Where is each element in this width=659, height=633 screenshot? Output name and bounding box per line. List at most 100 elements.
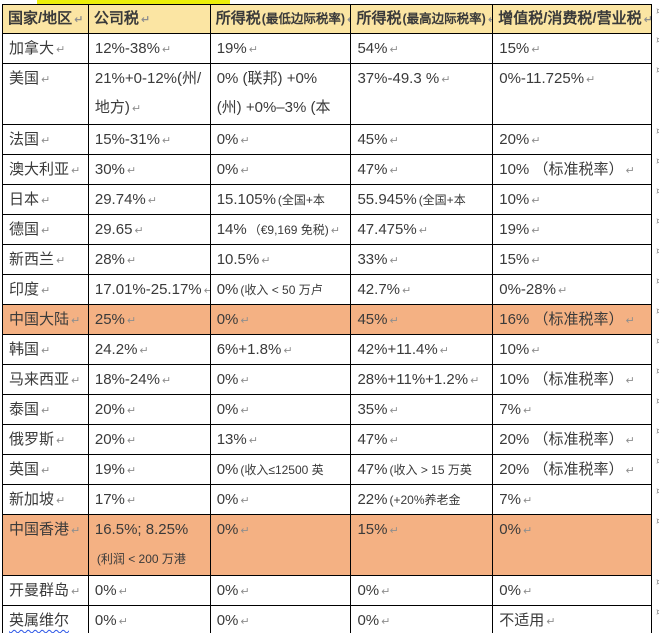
cell-value: 17% bbox=[94, 491, 125, 508]
cell-country[interactable]: 泰国 ↵ bbox=[3, 395, 89, 425]
cell-vat[interactable]: 0% ↵ bbox=[493, 515, 652, 576]
cell-vat[interactable]: 20% （标准税率） ↵ bbox=[493, 425, 652, 455]
cell-corporate-tax[interactable]: 29.65 ↵ bbox=[88, 215, 211, 245]
cell-income-tax-max[interactable]: 35% ↵ bbox=[351, 395, 494, 425]
end-of-cell-mark: ↵ bbox=[381, 585, 391, 598]
header-country[interactable]: 国家/地区 ↵ bbox=[3, 5, 89, 34]
header-income-tax-max[interactable]: 所得税(最高边际税率)↵ bbox=[351, 5, 494, 34]
cell-country[interactable]: 德国 ↵ bbox=[3, 215, 89, 245]
cell-vat[interactable]: 0%-28% ↵ bbox=[493, 275, 652, 305]
cell-income-tax-min[interactable]: 6%+1.8% ↵ bbox=[210, 335, 352, 365]
cell-value: 0% bbox=[216, 131, 239, 148]
cell-country[interactable]: 马来西亚 ↵ bbox=[3, 365, 89, 395]
header-vat[interactable]: 增值税/消费税/营业税 ↵ bbox=[493, 5, 652, 34]
cell-income-tax-min[interactable]: 15.105%(全国+本地)↵ bbox=[210, 185, 352, 215]
cell-corporate-tax[interactable]: 19% ↵ bbox=[88, 455, 211, 485]
cell-income-tax-min[interactable]: 0% ↵ bbox=[211, 606, 352, 633]
cell-income-tax-max[interactable]: 37%-49.3 % ↵ bbox=[351, 64, 494, 125]
cell-income-tax-max[interactable]: 15% ↵ bbox=[351, 515, 494, 576]
cell-country[interactable]: 法国 ↵ bbox=[3, 125, 89, 155]
cell-income-tax-max[interactable]: 28%+11%+1.2% ↵ bbox=[351, 365, 494, 395]
cell-income-tax-min[interactable]: 0% ↵ bbox=[210, 485, 352, 515]
cell-vat[interactable]: 20% （标准税率） ↵ bbox=[493, 455, 652, 485]
cell-corporate-tax[interactable]: 30% ↵ bbox=[88, 155, 211, 185]
cell-country[interactable]: 英属维尔京↵ bbox=[3, 606, 89, 633]
cell-income-tax-min[interactable]: 0%(收入≤12500 英镑)↵ bbox=[210, 455, 352, 485]
cell-vat[interactable]: 10% （标准税率） ↵ bbox=[493, 365, 652, 395]
cell-value: 28% bbox=[94, 251, 125, 268]
cell-country[interactable]: 新加坡 ↵ bbox=[3, 485, 89, 515]
cell-vat[interactable]: 10% （标准税率） ↵ bbox=[493, 155, 652, 185]
cell-income-tax-max[interactable]: 42.7% ↵ bbox=[351, 275, 494, 305]
cell-corporate-tax[interactable]: 28% ↵ bbox=[88, 245, 211, 275]
header-income-tax-min[interactable]: 所得税(最低边际税率)↵ bbox=[210, 5, 352, 34]
cell-country[interactable]: 俄罗斯 ↵ bbox=[3, 425, 89, 455]
cell-corporate-tax[interactable]: 21%+0-12%(州/地方) ↵ bbox=[88, 64, 211, 125]
cell-income-tax-min[interactable]: 0% ↵ bbox=[210, 155, 352, 185]
cell-corporate-tax[interactable]: 17.01%-25.17%↵ bbox=[88, 275, 211, 305]
cell-country[interactable]: 新西兰 ↵ bbox=[3, 245, 89, 275]
cell-vat[interactable]: 0%-11.725% ↵ bbox=[493, 64, 652, 125]
cell-vat[interactable]: 19% ↵ bbox=[493, 215, 652, 245]
cell-vat[interactable]: 15% ↵ bbox=[493, 245, 652, 275]
cell-vat[interactable]: 7% ↵ bbox=[493, 395, 652, 425]
cell-country[interactable]: 英国 ↵ bbox=[3, 455, 89, 485]
cell-corporate-tax[interactable]: 18%-24% ↵ bbox=[88, 365, 211, 395]
cell-income-tax-min[interactable]: 0% ↵ bbox=[210, 395, 352, 425]
cell-income-tax-max[interactable]: 47.475% ↵ bbox=[351, 215, 494, 245]
cell-income-tax-min[interactable]: 0% ↵ bbox=[210, 125, 352, 155]
cell-vat[interactable]: 不适用 ↵ bbox=[493, 606, 652, 633]
cell-income-tax-max[interactable]: 42%+11.4% ↵ bbox=[351, 335, 494, 365]
cell-country[interactable]: 印度 ↵ bbox=[3, 275, 89, 305]
cell-vat[interactable]: 16% （标准税率） ↵ bbox=[493, 305, 652, 335]
cell-country[interactable]: 韩国 ↵ bbox=[3, 335, 89, 365]
cell-country[interactable]: 美国 ↵ bbox=[3, 64, 89, 125]
cell-vat[interactable]: 20% ↵ bbox=[493, 125, 652, 155]
cell-income-tax-max[interactable]: 47% ↵ bbox=[351, 155, 494, 185]
cell-corporate-tax[interactable]: 29.74% ↵ bbox=[88, 185, 211, 215]
cell-income-tax-min[interactable]: 0% ↵ bbox=[210, 515, 352, 576]
cell-vat[interactable]: 15% ↵ bbox=[493, 34, 652, 64]
cell-income-tax-min[interactable]: 19% ↵ bbox=[210, 34, 352, 64]
cell-income-tax-max[interactable]: 45% ↵ bbox=[351, 125, 494, 155]
cell-income-tax-max[interactable]: 47% ↵ bbox=[351, 425, 494, 455]
cell-income-tax-min[interactable]: 0% ↵ bbox=[210, 576, 352, 606]
end-of-row-mark: ¤ bbox=[656, 277, 659, 287]
cell-corporate-tax[interactable]: 12%-38% ↵ bbox=[88, 34, 211, 64]
cell-income-tax-max[interactable]: 0% ↵ bbox=[351, 576, 494, 606]
cell-vat[interactable]: 0% ↵ bbox=[493, 576, 652, 606]
cell-income-tax-min[interactable]: 14% （€9,169 免税) ↵ bbox=[210, 215, 352, 245]
cell-income-tax-min[interactable]: 13% ↵ bbox=[210, 425, 352, 455]
cell-income-tax-max[interactable]: 33% ↵ bbox=[351, 245, 494, 275]
cell-vat[interactable]: 10% ↵ bbox=[493, 335, 652, 365]
cell-corporate-tax[interactable]: 24.2% ↵ bbox=[88, 335, 211, 365]
cell-vat[interactable]: 10% ↵ bbox=[493, 185, 652, 215]
cell-country[interactable]: 开曼群岛 ↵ bbox=[3, 576, 89, 606]
header-corporate-tax[interactable]: 公司税 ↵ bbox=[88, 5, 211, 34]
cell-income-tax-max[interactable]: 22%(+20%养老金税)↵ bbox=[351, 485, 494, 515]
cell-corporate-tax[interactable]: 16.5%; 8.25%(利润 < 200 万港元)↵ bbox=[88, 515, 211, 576]
cell-income-tax-max[interactable]: 54% ↵ bbox=[351, 34, 494, 64]
cell-corporate-tax[interactable]: 0% ↵ bbox=[88, 576, 211, 606]
cell-corporate-tax[interactable]: 0% ↵ bbox=[89, 606, 211, 633]
cell-income-tax-max[interactable]: 47%(收入 > 15 万英镑)↵ bbox=[351, 455, 494, 485]
cell-income-tax-max[interactable]: 55.945%(全国+本地)↵ bbox=[351, 185, 494, 215]
cell-income-tax-min[interactable]: 0% ↵ bbox=[210, 305, 352, 335]
cell-income-tax-max[interactable]: 45% ↵ bbox=[351, 305, 494, 335]
cell-corporate-tax[interactable]: 17% ↵ bbox=[88, 485, 211, 515]
cell-corporate-tax[interactable]: 15%-31% ↵ bbox=[88, 125, 211, 155]
cell-country[interactable]: 中国香港 ↵ bbox=[3, 515, 89, 576]
cell-country[interactable]: 中国大陆 ↵ bbox=[3, 305, 89, 335]
cell-country[interactable]: 加拿大 ↵ bbox=[3, 34, 89, 64]
cell-corporate-tax[interactable]: 20% ↵ bbox=[88, 425, 211, 455]
cell-corporate-tax[interactable]: 25% ↵ bbox=[88, 305, 211, 335]
cell-income-tax-max[interactable]: 0% ↵ bbox=[351, 606, 494, 633]
cell-vat[interactable]: 7% ↵ bbox=[493, 485, 652, 515]
cell-country[interactable]: 澳大利亚 ↵ bbox=[3, 155, 89, 185]
cell-country[interactable]: 日本 ↵ bbox=[3, 185, 89, 215]
cell-income-tax-min[interactable]: 10.5% ↵ bbox=[210, 245, 352, 275]
cell-corporate-tax[interactable]: 20% ↵ bbox=[88, 395, 211, 425]
cell-income-tax-min[interactable]: 0% ↵ bbox=[210, 365, 352, 395]
cell-income-tax-min[interactable]: 0%(收入 < 50 万卢比)↵ bbox=[210, 275, 352, 305]
cell-income-tax-min[interactable]: 0% (联邦) +0% (州) +0%–3% (本地)↵ bbox=[210, 64, 352, 125]
